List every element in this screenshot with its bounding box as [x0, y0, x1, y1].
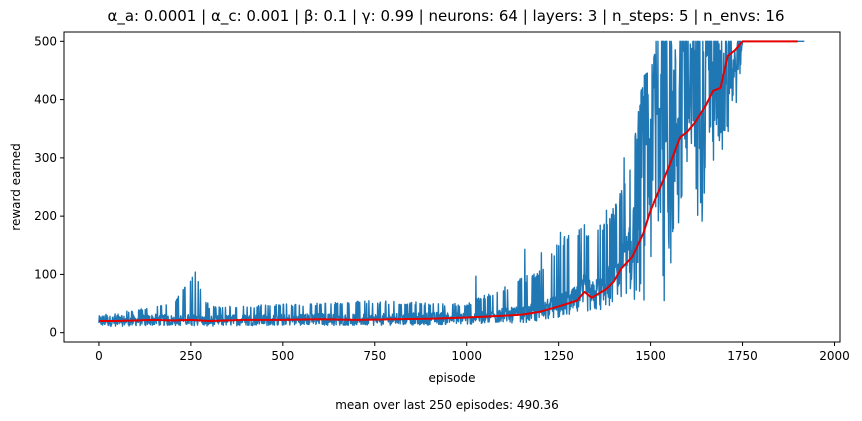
y-tick-label: 0 — [49, 326, 57, 340]
y-tick-label: 200 — [34, 209, 57, 223]
y-axis-label: reward earned — [9, 143, 23, 230]
x-tick-label: 1250 — [543, 349, 574, 363]
x-tick-label: 500 — [271, 349, 294, 363]
x-tick-label: 1750 — [727, 349, 758, 363]
axes-frame — [63, 31, 841, 343]
y-axis: 0 100 200 300 400 500 — [34, 34, 64, 340]
x-tick-label: 2000 — [819, 349, 850, 363]
x-tick-label: 0 — [95, 349, 103, 363]
x-tick-label: 1500 — [635, 349, 666, 363]
caption-mean-reward: mean over last 250 episodes: 490.36 — [335, 398, 559, 412]
chart-title: α_a: 0.0001 | α_c: 0.001 | β: 0.1 | γ: 0… — [107, 7, 784, 26]
plot-area — [98, 40, 805, 327]
x-axis: 0 250 500 750 1000 1250 1500 1750 2000 — [95, 342, 850, 363]
x-tick-label: 750 — [363, 349, 386, 363]
x-tick-label: 1000 — [451, 349, 482, 363]
y-tick-label: 100 — [34, 267, 57, 281]
y-tick-label: 500 — [34, 34, 57, 48]
y-tick-label: 300 — [34, 151, 57, 165]
y-tick-label: 400 — [34, 93, 57, 107]
series-moving-average-line — [98, 40, 798, 323]
series-reward-line — [98, 40, 805, 327]
x-tick-label: 250 — [179, 349, 202, 363]
x-axis-label: episode — [429, 371, 476, 385]
